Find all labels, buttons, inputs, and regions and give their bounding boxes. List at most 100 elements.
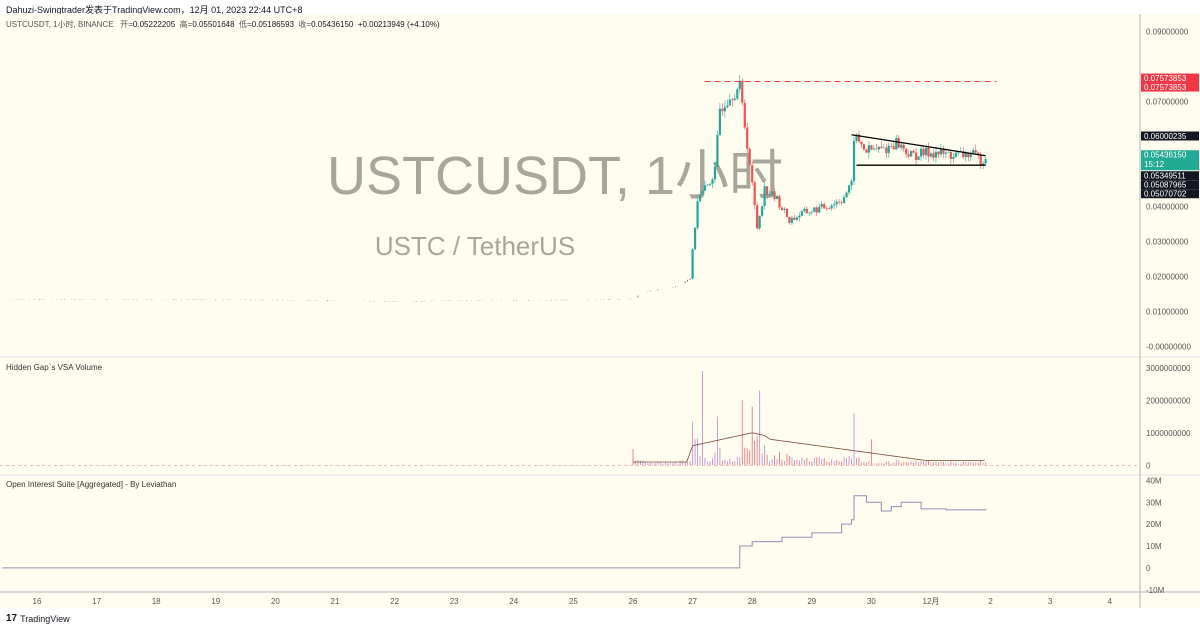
candle-body (830, 205, 833, 209)
publisher-header: Dahuzi-Swingtrader发表于TradingView.com，12月… (6, 5, 303, 15)
y-tick-label: -0.00000000 (1146, 343, 1191, 352)
candle-body (763, 186, 766, 207)
candle-body (880, 146, 883, 148)
candle-body (820, 203, 823, 207)
candle-body (693, 227, 697, 250)
candle-body (716, 134, 719, 167)
volume-pane-title: Hidden Gap`s VSA Volume (6, 363, 103, 372)
candle-body (838, 201, 841, 203)
candle-body (974, 150, 977, 153)
candle-body (934, 151, 938, 158)
candle-body (919, 148, 923, 157)
candle-body (738, 80, 741, 90)
y-tick-label: 0.02000000 (1146, 273, 1189, 282)
candle-body (751, 165, 754, 183)
watermark-subtitle: USTC / TetherUS (375, 231, 575, 261)
candle-body (823, 203, 826, 209)
candle-body (942, 148, 945, 154)
x-tick-label: 19 (211, 597, 220, 606)
candle-body (842, 197, 846, 203)
price-label: 0.05070702 (1144, 190, 1187, 199)
x-tick-label: 29 (807, 597, 816, 606)
candle-body (982, 163, 985, 166)
chart-svg[interactable]: 0.09000000 0.07000000 0.04000000 0.03000000… (0, 14, 1200, 608)
y-tick-label: 2000000000 (1146, 396, 1191, 405)
candle-body (708, 183, 712, 185)
candle-body (952, 156, 955, 159)
price-label: 0.05436150 (1144, 151, 1187, 160)
brand-text: TradingView (20, 613, 70, 624)
chart-area[interactable]: 0.09000000 0.07000000 0.04000000 0.03000000… (0, 14, 1200, 608)
x-tick-label: 20 (271, 597, 280, 606)
candle-body (813, 207, 816, 212)
price-label-bg (1141, 180, 1199, 190)
y-tick-label: 0.04000000 (1146, 203, 1189, 212)
candle-body (984, 159, 987, 164)
candle-body (979, 155, 982, 166)
candle-body (746, 127, 749, 149)
close-value: 0.05436150 (311, 20, 354, 29)
price-label-bg (1141, 73, 1199, 83)
candle-body (939, 148, 943, 155)
candle-body (847, 185, 851, 193)
footer-brand: 17 TradingView (6, 613, 70, 624)
candle-body (927, 147, 930, 157)
candle-body (937, 151, 940, 155)
watermark-title: USTCUSDT, 1小时 (327, 146, 783, 206)
candle-body (972, 150, 975, 154)
candle-body (691, 249, 694, 279)
candle-body (795, 217, 798, 220)
price-label: 0.05087965 (1144, 181, 1187, 190)
x-tick-label: 22 (390, 597, 399, 606)
candle-body (815, 207, 818, 213)
candle-body (825, 208, 828, 209)
candle-body (895, 137, 898, 150)
x-tick-label: 12月 (923, 597, 940, 606)
y-tick-label: 0.09000000 (1146, 28, 1189, 37)
price-label: 0.07573853 (1144, 74, 1187, 83)
candle-body (875, 148, 878, 150)
candle-body (798, 215, 801, 218)
x-tick-label: 24 (509, 597, 518, 606)
x-tick-label: 25 (569, 597, 578, 606)
candle-body (773, 191, 776, 200)
candle-body (703, 185, 707, 191)
candle-body (713, 166, 717, 180)
x-tick-label: 2 (988, 597, 993, 606)
candle-body (877, 146, 880, 150)
candle-body (947, 152, 950, 153)
high-label: 高= (179, 20, 193, 29)
open-interest-line (2, 495, 987, 569)
candle-body (850, 181, 853, 186)
candle-body (731, 99, 734, 101)
candle-body (783, 208, 786, 210)
x-tick-label: 3 (1048, 597, 1053, 606)
candle-body (828, 208, 831, 209)
candle-body (808, 212, 811, 214)
candle-body (964, 152, 967, 158)
y-tick-label: 0.01000000 (1146, 308, 1189, 317)
candle-body (949, 152, 952, 159)
change-value: +0.00213949 (+4.10%) (357, 20, 440, 29)
candle-body (726, 105, 729, 108)
candle-body (912, 150, 915, 153)
y-tick-label: 3000000000 (1146, 364, 1191, 373)
price-label-bg (1141, 150, 1199, 171)
low-value: 0.05186593 (251, 20, 294, 29)
candle-body (810, 211, 813, 213)
candle-body (778, 196, 781, 208)
candle-body (885, 147, 888, 154)
x-tick-label: 17 (92, 597, 101, 606)
price-label: 0.06000235 (1144, 132, 1187, 141)
symbol-legend: USTCUSDT, 1小时, BINANCE 开=0.05222205 高=0.… (6, 19, 440, 30)
price-label: 0.05349511 (1144, 172, 1186, 181)
candle-body (900, 144, 903, 148)
candle-body (748, 148, 751, 166)
candle-body (711, 179, 714, 184)
candle-body (736, 89, 739, 99)
close-label: 收= (298, 20, 312, 29)
candle-body (840, 202, 843, 204)
candle-body (723, 107, 726, 112)
oi-pane-title: Open Interest Suite [Aggregated] - By Le… (6, 480, 177, 489)
price-label-bg (1141, 131, 1199, 141)
